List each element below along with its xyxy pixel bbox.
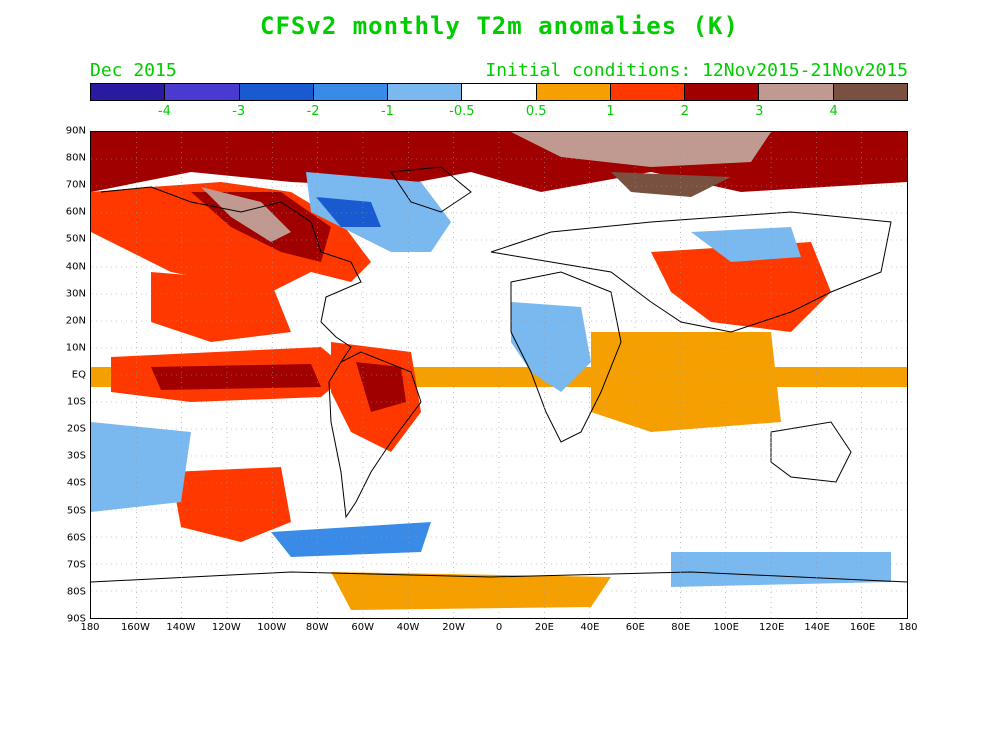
lat-tick-label: 30N	[65, 288, 86, 300]
lat-tick-label: 50S	[66, 505, 86, 517]
colorbar-tick-label: -2	[306, 104, 320, 119]
shade-south-pacific-warm	[171, 467, 291, 542]
colorbar-tick-label: -4	[157, 104, 171, 119]
lat-tick-label: 60S	[66, 532, 86, 544]
colorbar-swatch	[462, 84, 537, 100]
lon-tick-label: 160W	[120, 622, 150, 633]
lon-tick-label: 160E	[849, 622, 876, 633]
lat-tick-label: 10S	[66, 396, 86, 408]
shade-north-pacific-warm	[151, 272, 291, 342]
lon-tick-label: 140W	[166, 622, 196, 633]
coast-south-america	[328, 351, 422, 519]
lon-tick-label: 100E	[713, 622, 739, 633]
coast-greenland	[390, 166, 472, 213]
lon-tick-label: 120W	[211, 622, 241, 633]
coastlines	[91, 166, 907, 583]
lon-tick-label: 40E	[580, 622, 600, 633]
coast-eurasia	[490, 211, 892, 333]
coast-north-america	[100, 186, 362, 363]
coast-antarctica	[91, 571, 907, 583]
lat-tick-label: 90S	[66, 613, 86, 625]
colorbar-swatch	[165, 84, 240, 100]
initial-conditions: Initial conditions: 12Nov2015-21Nov2015	[485, 60, 908, 81]
shade-nino-strong	[151, 364, 321, 390]
shade-southern-ocean-cold	[271, 522, 431, 557]
colorbar-tick-label: 4	[829, 104, 838, 119]
anomaly-map-svg	[91, 132, 907, 618]
lat-tick-label: 10N	[65, 342, 86, 354]
colorbar-swatch	[239, 84, 314, 100]
lon-tick-label: 60W	[351, 622, 374, 633]
colorbar-tick-label: -0.5	[449, 104, 475, 119]
lon-tick-label: 80E	[671, 622, 691, 633]
lat-tick-label: 30S	[66, 450, 86, 462]
colorbar-swatch	[91, 84, 166, 100]
lon-tick-label: 120E	[758, 622, 785, 633]
shade-antarctic-cool	[671, 552, 891, 587]
colorbar-swatch	[610, 84, 686, 100]
shade-central-asia-cool	[691, 227, 801, 262]
coast-australia	[770, 421, 852, 483]
shade-canada-very-warm	[201, 187, 291, 242]
shade-africa-cool	[511, 302, 591, 392]
lat-tick-label: 90N	[65, 125, 86, 137]
lat-tick-label: 80S	[66, 586, 86, 598]
colorbar-tick-label: 3	[755, 104, 764, 119]
colorbar-swatch	[685, 84, 760, 100]
colorbar	[90, 83, 908, 101]
colorbar-swatch	[536, 84, 611, 100]
colorbar-swatch	[759, 84, 834, 100]
colorbar-tick-label: 1	[606, 104, 615, 119]
colorbar-swatch	[313, 84, 389, 100]
shade-south-pacific-cool	[91, 422, 191, 512]
lat-tick-label: 40S	[66, 477, 86, 489]
lat-tick-label: 80N	[65, 152, 86, 164]
lat-tick-label: 20S	[66, 423, 86, 435]
shade-asia-warm	[651, 242, 831, 332]
lon-tick-label: 60E	[625, 622, 645, 633]
lon-tick-label: 180	[898, 622, 918, 633]
colorbar-swatch	[833, 84, 907, 100]
colorbar-tick-label: 2	[680, 104, 690, 119]
shade-arctic-very-warm	[511, 132, 771, 167]
lat-tick-label: 50N	[65, 233, 86, 245]
coast-africa	[510, 271, 622, 443]
valid-month: Dec 2015	[90, 60, 177, 81]
lon-tick-label: 20E	[534, 622, 554, 633]
grid	[91, 132, 907, 618]
colorbar-swatch	[388, 84, 463, 100]
lat-tick-label: 70N	[65, 179, 86, 191]
lon-tick-label: 100W	[257, 622, 287, 633]
lat-tick-label: 70S	[66, 559, 86, 571]
anomaly-shading	[91, 132, 907, 610]
lon-tick-label: 0	[495, 622, 503, 633]
colorbar-tick-label: -3	[232, 104, 246, 119]
shade-labrador-cold	[316, 197, 381, 227]
anomaly-map	[90, 131, 908, 619]
lat-tick-label: 20N	[65, 315, 86, 327]
lon-tick-label: 140E	[804, 622, 830, 633]
lat-tick-label: 40N	[65, 261, 86, 273]
colorbar-tick-label: 0.5	[525, 104, 547, 119]
chart-title: CFSv2 monthly T2m anomalies (K)	[260, 12, 739, 40]
lon-tick-label: 180	[80, 622, 100, 633]
shade-labrador-cool	[306, 172, 451, 252]
lon-tick-label: 80W	[305, 622, 329, 633]
lat-tick-label: EQ	[71, 369, 86, 381]
shade-amazon-hot	[356, 362, 406, 412]
lon-tick-label: 40W	[396, 622, 420, 633]
lat-tick-label: 60N	[65, 206, 86, 218]
lon-tick-label: 20W	[442, 622, 465, 633]
shade-indian-ocean-warm	[591, 332, 781, 432]
shade-siberia-extreme	[611, 172, 731, 197]
colorbar-tick-label: -1	[380, 104, 394, 119]
